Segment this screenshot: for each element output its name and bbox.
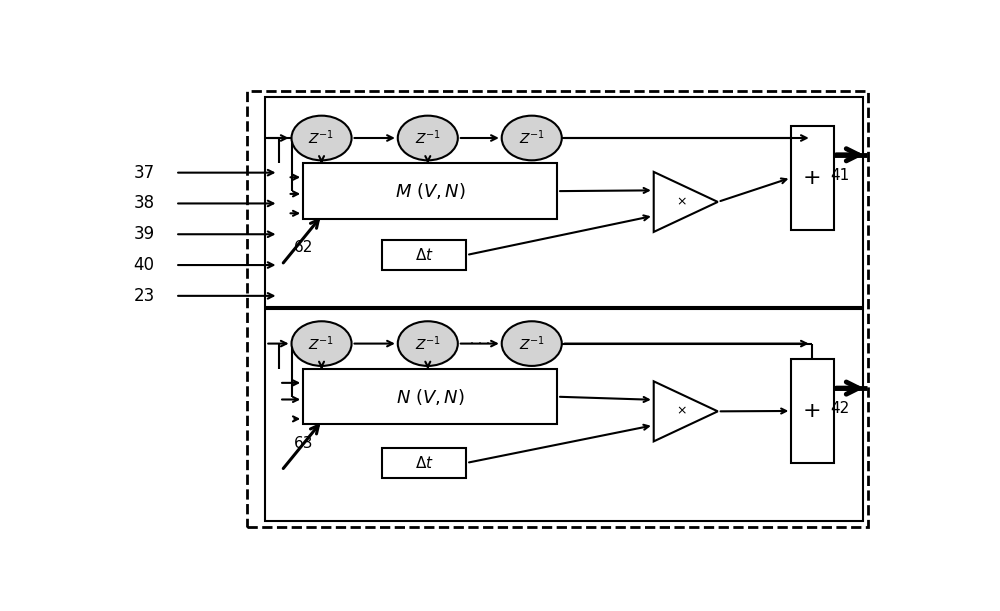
Bar	[303, 163, 557, 219]
Text: 40: 40	[134, 256, 155, 274]
Ellipse shape	[292, 321, 352, 366]
Bar	[791, 359, 834, 463]
Ellipse shape	[292, 115, 352, 160]
Text: 37: 37	[134, 164, 155, 181]
Text: $Z^{-1}$: $Z^{-1}$	[519, 129, 545, 147]
Text: 41: 41	[830, 168, 849, 183]
Text: $Z^{-1}$: $Z^{-1}$	[415, 129, 441, 147]
Text: $\it{N}\ \it{(V, N)}$: $\it{N}\ \it{(V, N)}$	[396, 387, 465, 407]
Bar	[382, 240, 466, 271]
Text: $Z^{-1}$: $Z^{-1}$	[308, 129, 335, 147]
Ellipse shape	[502, 115, 562, 160]
Text: $Z^{-1}$: $Z^{-1}$	[415, 334, 441, 353]
Text: 62: 62	[294, 240, 313, 255]
Ellipse shape	[398, 115, 458, 160]
Text: ×: ×	[677, 196, 687, 208]
Text: 63: 63	[294, 436, 313, 451]
Ellipse shape	[502, 321, 562, 366]
Text: 38: 38	[134, 194, 155, 213]
Text: · · ·: · · ·	[470, 131, 490, 144]
Text: +: +	[803, 167, 822, 188]
Bar	[265, 309, 863, 521]
Bar	[303, 369, 557, 425]
Text: +: +	[803, 401, 822, 421]
Bar	[382, 447, 466, 478]
Text: 42: 42	[830, 401, 849, 416]
Text: $\Delta t$: $\Delta t$	[415, 455, 433, 471]
Text: $\it{M}\ \it{(V, N)}$: $\it{M}\ \it{(V, N)}$	[395, 181, 466, 201]
Text: $Z^{-1}$: $Z^{-1}$	[519, 334, 545, 353]
Text: 39: 39	[134, 225, 155, 243]
Text: ×: ×	[677, 405, 687, 418]
Text: 23: 23	[134, 287, 155, 305]
Text: $\Delta t$: $\Delta t$	[415, 247, 433, 263]
Bar	[247, 91, 868, 527]
Bar	[791, 126, 834, 230]
Bar	[265, 97, 863, 307]
Text: $Z^{-1}$: $Z^{-1}$	[308, 334, 335, 353]
Ellipse shape	[398, 321, 458, 366]
Text: · · ·: · · ·	[470, 337, 490, 350]
